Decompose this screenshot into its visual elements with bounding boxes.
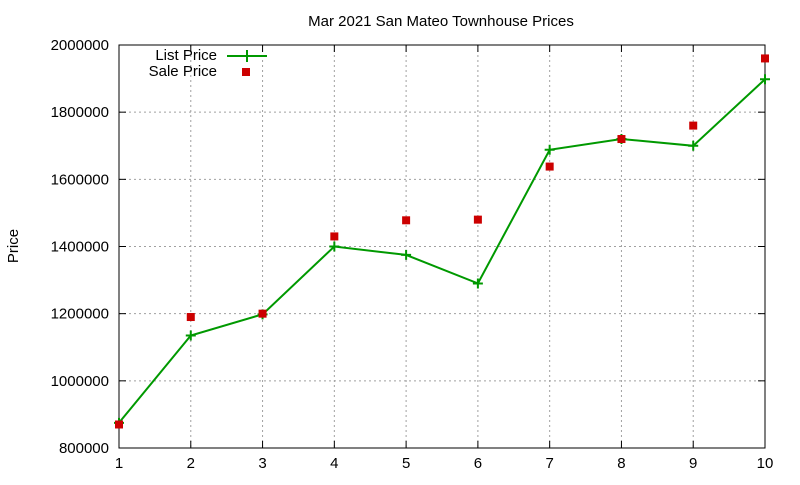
- x-tick-label: 10: [757, 455, 774, 472]
- x-tick-label: 3: [258, 455, 266, 472]
- data-point-list-price-9: [688, 140, 699, 151]
- legend: List Price Sale Price: [149, 47, 267, 80]
- data-point-sale-price-1: [115, 420, 123, 429]
- x-tick-label: 2: [187, 455, 195, 472]
- x-tick-label: 8: [617, 455, 625, 472]
- y-tick-label: 2000000: [51, 37, 109, 54]
- x-tick-label: 7: [545, 455, 553, 472]
- grid-lines: [119, 45, 765, 448]
- data-point-list-price-6: [472, 278, 483, 289]
- data-point-sale-price-3: [258, 309, 267, 318]
- y-tick-label: 800000: [59, 440, 109, 457]
- x-tick-label: 9: [689, 455, 697, 472]
- data-point-list-price-7: [544, 144, 555, 155]
- data-point-sale-price-7: [545, 162, 554, 171]
- data-point-sale-price-2: [186, 313, 195, 322]
- y-tick-label: 1600000: [51, 171, 109, 188]
- series-layer: [114, 54, 770, 429]
- data-point-list-price-5: [401, 249, 412, 260]
- x-tick-label: 5: [402, 455, 410, 472]
- data-point-sale-price-4: [330, 232, 339, 241]
- data-point-sale-price-8: [617, 135, 626, 144]
- data-point-list-price-2: [185, 330, 196, 341]
- y-tick-label: 1800000: [51, 104, 109, 121]
- series-line-list-price: [118, 78, 766, 424]
- y-axis-label: Price: [5, 229, 22, 263]
- data-point-sale-price-5: [402, 216, 411, 225]
- x-tick-label: 6: [474, 455, 482, 472]
- legend-marker-list-price: [241, 50, 253, 62]
- legend-label-list-price: List Price: [155, 47, 217, 64]
- data-point-list-price-4: [329, 241, 340, 252]
- chart-title: Mar 2021 San Mateo Townhouse Prices: [308, 13, 574, 30]
- data-point-list-price-10: [760, 74, 770, 85]
- x-tick-label: 1: [115, 455, 123, 472]
- y-tick-label: 1000000: [51, 373, 109, 390]
- data-point-sale-price-10: [761, 54, 769, 63]
- x-tick-label: 4: [330, 455, 338, 472]
- legend-marker-sale-price: [242, 68, 250, 76]
- axis-ticks: 1 2 3 4 5 6 7 8 9 10 800000 1000000 1200000 1400000 16…: [51, 37, 774, 472]
- y-tick-label: 1200000: [51, 306, 109, 323]
- legend-label-sale-price: Sale Price: [149, 63, 217, 80]
- data-point-sale-price-9: [689, 121, 698, 130]
- data-point-sale-price-6: [473, 215, 482, 224]
- y-tick-label: 1400000: [51, 239, 109, 256]
